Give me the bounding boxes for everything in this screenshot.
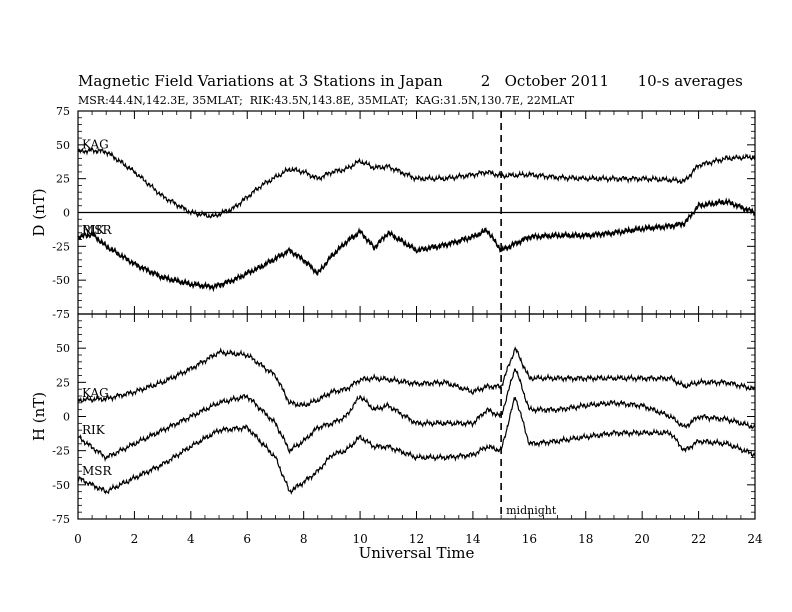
x-tick-label: 18 [578,532,593,546]
y-tick-label: 75 [56,105,70,118]
panel-frame-2 [77,313,756,520]
x-tick-label: 10 [352,532,367,546]
y-tick-label: -50 [52,479,70,492]
x-tick-label: 12 [409,532,424,546]
chart-title: Magnetic Field Variations at 3 Stations … [78,72,743,90]
x-tick-label: 2 [131,532,139,546]
y-tick-label: -50 [52,274,70,287]
series-line-msr [77,198,756,293]
y-tick-label: 25 [56,376,70,389]
y-tick-label: -25 [52,240,70,253]
midnight-label: midnight [506,504,557,517]
x-tick-label: 0 [74,532,82,546]
x-tick-label: 14 [465,532,481,546]
x-tick-label: 8 [300,532,308,546]
y-axis-label: D (nT) [30,188,48,236]
series-line-kag [77,147,756,219]
y-tick-label: 0 [63,207,70,220]
x-tick-label: 4 [187,532,195,546]
y-tick-label: -75 [52,308,70,321]
series-label-kag: KAG [82,386,109,400]
y-tick-label: 50 [56,342,70,355]
plot-layer: -75 -50 -25 0 25 50 75 D (nT) KAG RIK MSR -75 -50 -25… [30,105,763,562]
x-tick-label: 22 [691,532,706,546]
series-line-kag [77,346,756,409]
y-axis-label: H (nT) [30,392,48,441]
y-tick-label: 25 [56,173,70,186]
x-axis-label: Universal Time [359,544,475,562]
series-label-kag: KAG [82,138,109,152]
series-label-rik: RIK [82,423,106,437]
series-line-msr [77,396,756,495]
x-tick-label: 20 [635,532,650,546]
series-label-msr: MSR [82,464,113,478]
series-line-rik [77,368,756,463]
y-tick-label: 50 [56,139,70,152]
series-label-msr: MSR [82,223,113,237]
x-tick-label: 6 [243,532,251,546]
x-tick-label: 16 [522,532,537,546]
y-tick-label: -75 [52,513,70,526]
y-tick-label: 0 [63,411,70,424]
chart-subtitle: MSR:44.4N,142.3E, 35MLAT; RIK:43.5N,143.… [78,94,575,107]
y-tick-label: -25 [52,445,70,458]
x-tick-label: 24 [747,532,763,546]
